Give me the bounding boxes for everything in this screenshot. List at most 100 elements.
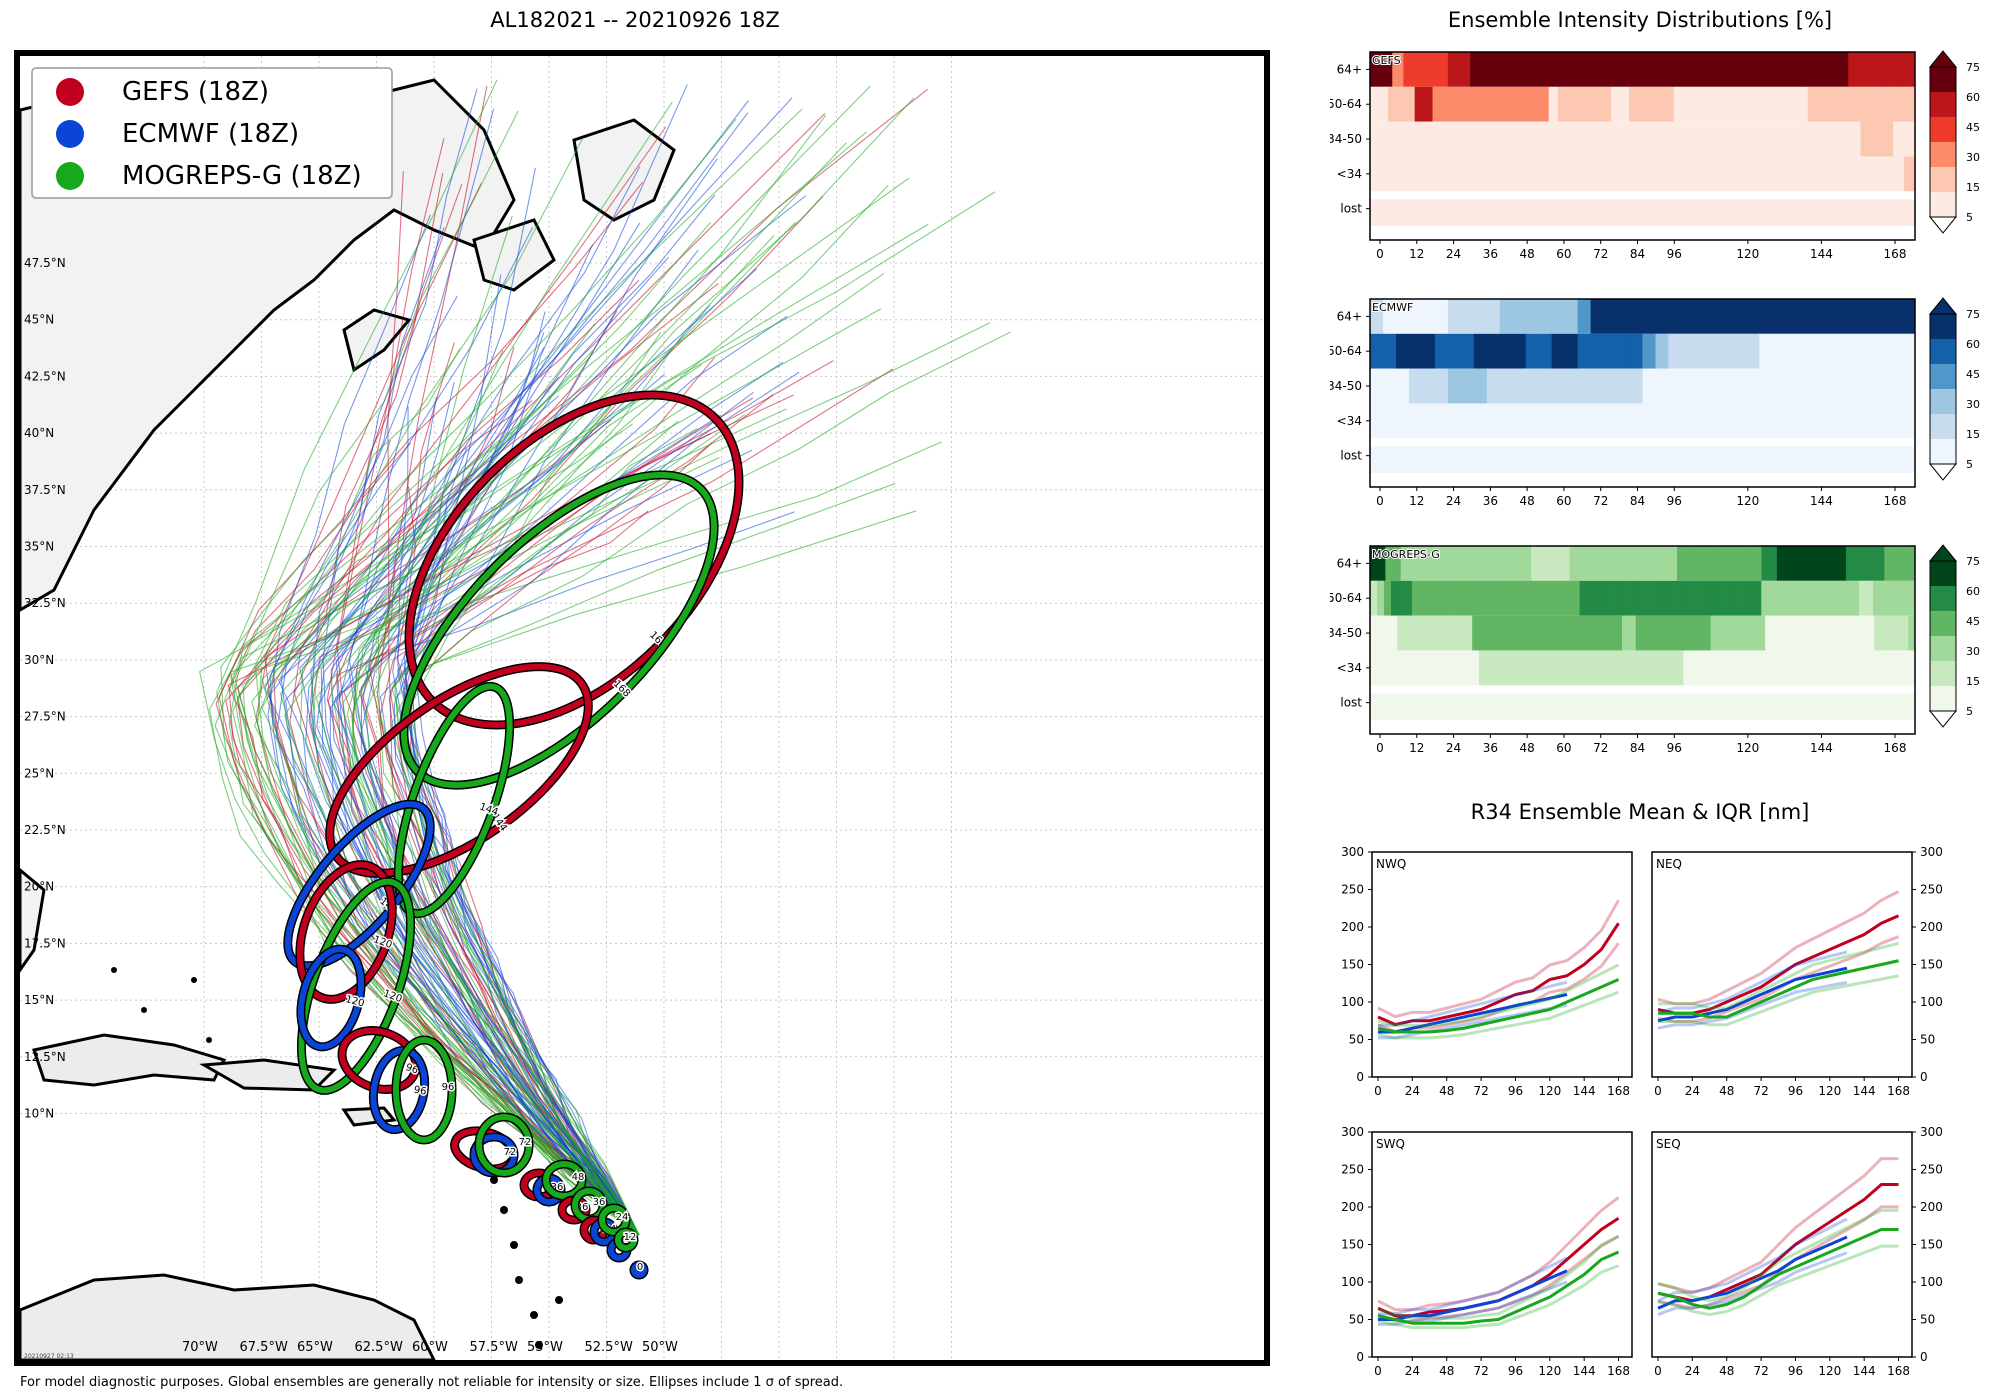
track-ellipse: 96 <box>337 1026 421 1094</box>
heat-cell <box>1522 156 1534 192</box>
r34-y-tick: 200 <box>1920 1200 1943 1214</box>
heat-cell <box>1548 86 1559 122</box>
heat-cell <box>1852 580 1860 616</box>
heat-cell <box>1770 52 1783 87</box>
r34-x-tick: 24 <box>1685 1084 1700 1098</box>
heat-cell <box>1811 403 1825 439</box>
heat-cell <box>1710 650 1718 686</box>
r34-iqr-upper <box>1377 899 1620 1019</box>
heat-cell <box>1707 546 1716 581</box>
heat-cell <box>1397 693 1405 721</box>
r34-frame <box>1651 1131 1913 1358</box>
heat-cell <box>1609 156 1622 192</box>
r34-x-tick: 96 <box>1508 1084 1523 1098</box>
heat-cell <box>1795 121 1807 157</box>
heat-cell <box>1762 199 1774 227</box>
r34-x-tick: 0 <box>1654 1084 1662 1098</box>
heat-cell <box>1408 333 1423 369</box>
heat-cell <box>1733 333 1747 369</box>
heat-cell <box>1880 693 1889 721</box>
heat-cell <box>1664 86 1675 122</box>
heat-x-tick: 72 <box>1593 494 1608 508</box>
heat-cell <box>1785 403 1799 439</box>
heat-cell <box>1376 693 1385 721</box>
r34-iqr-upper <box>1377 1196 1620 1312</box>
heat-cell <box>1798 299 1812 334</box>
heat-cell <box>1781 52 1794 87</box>
heat-cell <box>1566 121 1578 157</box>
heat-cell <box>1714 52 1727 87</box>
r34-iqr-upper <box>1658 941 1899 1010</box>
heat-cell <box>1451 693 1460 721</box>
heat-cell <box>1893 199 1905 227</box>
heat-cell <box>1884 546 1893 581</box>
heat-cell <box>1473 299 1488 334</box>
heat-cell <box>1789 580 1797 616</box>
heat-cell <box>1557 86 1568 122</box>
heat-cell <box>1447 299 1462 334</box>
heat-cell <box>1473 333 1488 369</box>
heat-cell <box>1717 615 1725 651</box>
heat-panel-label: ECMWF <box>1372 301 1413 314</box>
heat-cell <box>1424 199 1436 227</box>
r34-y-tick: 100 <box>1920 1275 1943 1289</box>
heat-cell <box>1598 199 1611 227</box>
heat-cell <box>1522 121 1534 157</box>
heat-panel-label: GEFS <box>1372 54 1401 67</box>
heat-cell <box>1566 156 1578 192</box>
r34-x-tick: 96 <box>1508 1364 1523 1378</box>
heat-cell <box>1533 121 1545 157</box>
heat-cell <box>1812 650 1821 686</box>
heat-cell <box>1669 693 1678 721</box>
heat-x-tick: 24 <box>1446 494 1461 508</box>
r34-mean-line <box>1657 1228 1899 1310</box>
lat-label: 30°N <box>24 653 54 667</box>
colorbar-mogreps-g: 75 60 45 30 15 5 <box>1928 544 1980 728</box>
heat-cell <box>1381 52 1393 87</box>
heat-cell <box>1889 403 1903 439</box>
heat-cell <box>1785 615 1793 651</box>
heat-cell <box>1723 546 1732 581</box>
heat-x-tick: 144 <box>1810 494 1833 508</box>
heat-cell <box>1509 580 1518 616</box>
heat-cell <box>1558 580 1567 616</box>
heat-cell <box>1489 199 1502 227</box>
heat-cell <box>1703 693 1712 721</box>
heat-cell <box>1642 156 1654 192</box>
heat-cell <box>1759 299 1773 334</box>
heat-cell <box>1468 156 1480 192</box>
heat-cell <box>1715 546 1724 581</box>
heat-cell <box>1453 580 1462 616</box>
heat-cell <box>1555 199 1567 227</box>
heat-cell <box>1799 615 1807 651</box>
graticule <box>20 56 1264 1360</box>
heat-cell <box>1499 333 1514 369</box>
heat-cell <box>1390 693 1398 721</box>
heat-cell <box>1889 299 1903 334</box>
r34-mean-line <box>1378 993 1568 1034</box>
colorbar-tick: 5 <box>1966 458 1973 471</box>
heat-cell <box>1744 615 1752 651</box>
heat-cell <box>1385 546 1394 581</box>
r34-x-tick: 72 <box>1753 1084 1768 1098</box>
heat-cell <box>1370 650 1378 686</box>
heat-cell <box>1536 52 1549 87</box>
heat-cell <box>1531 546 1540 581</box>
heat-cell <box>1635 693 1643 721</box>
heat-cell <box>1424 156 1436 192</box>
ellipse-hour-label: 72 <box>519 1137 532 1148</box>
heat-cell <box>1710 615 1718 651</box>
heat-cell <box>1444 615 1453 651</box>
heat-cell <box>1447 403 1462 439</box>
heat-cell <box>1736 86 1746 122</box>
track-line <box>230 118 737 1236</box>
heat-cell <box>1784 199 1796 227</box>
heat-cell <box>1737 693 1746 721</box>
heat-cell <box>1681 403 1695 439</box>
heat-cell <box>1370 368 1384 404</box>
heat-cell <box>1718 199 1731 227</box>
heat-cell <box>1500 546 1509 581</box>
heat-cell <box>1468 86 1478 122</box>
heat-frame <box>1369 545 1916 735</box>
